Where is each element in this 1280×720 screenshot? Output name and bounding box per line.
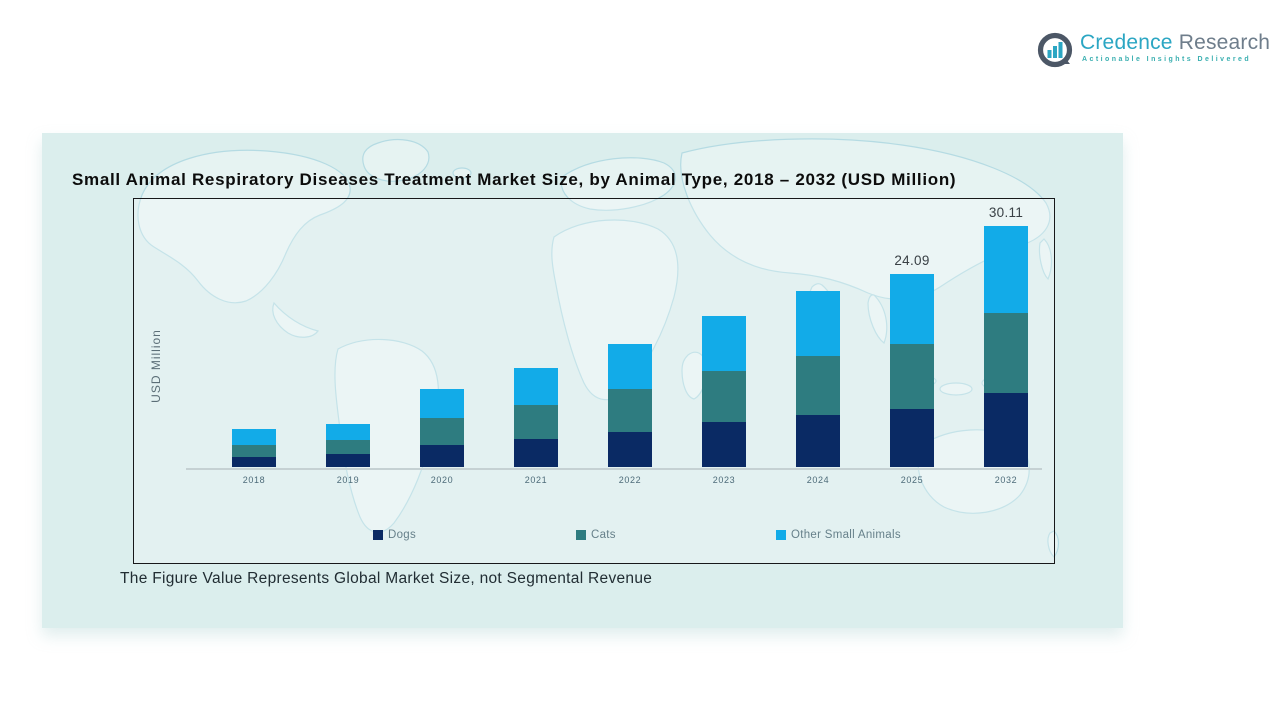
legend-label: Other Small Animals	[791, 529, 901, 541]
legend-swatch-icon	[776, 530, 786, 540]
chart-plot-box: USD Million 2018 2019 2020 2021 2022 2023 2024…	[133, 198, 1055, 564]
x-tick-2032: 2032	[994, 475, 1018, 485]
bar-2018	[232, 429, 276, 467]
bar-segment-cats	[514, 404, 558, 439]
bar-total-label-2025: 24.09	[894, 253, 930, 269]
x-tick-2020: 2020	[430, 475, 454, 485]
bar-2032: 30.11	[984, 205, 1028, 467]
bar-segment-dogs	[702, 422, 746, 467]
bar-segment-dogs	[796, 414, 840, 467]
bar-segment-cats	[796, 355, 840, 415]
bar-2021	[514, 367, 558, 467]
bar-segment-dogs	[420, 445, 464, 467]
bar-segment-other-small-animals	[326, 423, 370, 440]
bar-segment-other-small-animals	[796, 291, 840, 356]
chart-legend: Dogs Cats Other Small Animals	[134, 529, 1054, 549]
y-axis-label: USD Million	[149, 329, 163, 403]
bar-segment-dogs	[890, 409, 934, 467]
logo-wordmark: Credence Research	[1080, 31, 1270, 55]
bar-segment-cats	[326, 439, 370, 455]
legend-swatch-icon	[576, 530, 586, 540]
bar-chart-circle-icon	[1037, 32, 1073, 68]
bar-2023	[702, 315, 746, 467]
bar-segment-cats	[890, 343, 934, 410]
logo-tagline: Actionable Insights Delivered	[1082, 56, 1252, 63]
bar-segment-other-small-animals	[420, 389, 464, 419]
legend-item-other-small-animals: Other Small Animals	[776, 529, 901, 541]
x-tick-2018: 2018	[242, 475, 266, 485]
world-map-watermark	[137, 138, 1060, 558]
legend-item-dogs: Dogs	[373, 529, 416, 541]
legend-swatch-icon	[373, 530, 383, 540]
bar-segment-other-small-animals	[702, 315, 746, 371]
x-tick-2021: 2021	[524, 475, 548, 485]
bar-2025: 24.09	[890, 253, 934, 467]
logo-brand-secondary: Research	[1178, 31, 1271, 54]
x-tick-2023: 2023	[712, 475, 736, 485]
credence-research-logo: Credence Research Actionable Insights De…	[1036, 29, 1270, 71]
chart-panel: Small Animal Respiratory Diseases Treatm…	[42, 133, 1123, 628]
bar-2022	[608, 343, 652, 467]
logo-brand-primary: Credence	[1080, 31, 1173, 54]
bar-segment-cats	[232, 444, 276, 457]
bar-segment-cats	[420, 418, 464, 446]
x-axis-line	[186, 468, 1042, 470]
bar-segment-dogs	[326, 454, 370, 467]
bar-segment-other-small-animals	[890, 274, 934, 344]
bar-segment-dogs	[232, 456, 276, 467]
bar-segment-other-small-animals	[984, 226, 1028, 314]
legend-item-cats: Cats	[576, 529, 616, 541]
bar-2019	[326, 423, 370, 467]
legend-label: Cats	[591, 529, 616, 541]
x-tick-2022: 2022	[618, 475, 642, 485]
chart-footnote: The Figure Value Represents Global Marke…	[120, 570, 653, 587]
x-tick-2025: 2025	[900, 475, 924, 485]
bar-segment-other-small-animals	[608, 343, 652, 389]
bar-segment-dogs	[984, 393, 1028, 467]
bar-total-label-2032: 30.11	[988, 205, 1024, 221]
bar-segment-other-small-animals	[232, 429, 276, 445]
bar-2024	[796, 291, 840, 467]
bar-segment-cats	[702, 371, 746, 423]
x-tick-2019: 2019	[336, 475, 360, 485]
x-tick-2024: 2024	[806, 475, 830, 485]
chart-title: Small Animal Respiratory Diseases Treatm…	[72, 170, 957, 189]
bar-segment-cats	[608, 388, 652, 432]
bar-segment-other-small-animals	[514, 367, 558, 405]
bar-segment-dogs	[514, 439, 558, 467]
bar-segment-cats	[984, 313, 1028, 394]
bar-segment-dogs	[608, 431, 652, 467]
bar-2020	[420, 389, 464, 467]
legend-label: Dogs	[388, 529, 417, 541]
